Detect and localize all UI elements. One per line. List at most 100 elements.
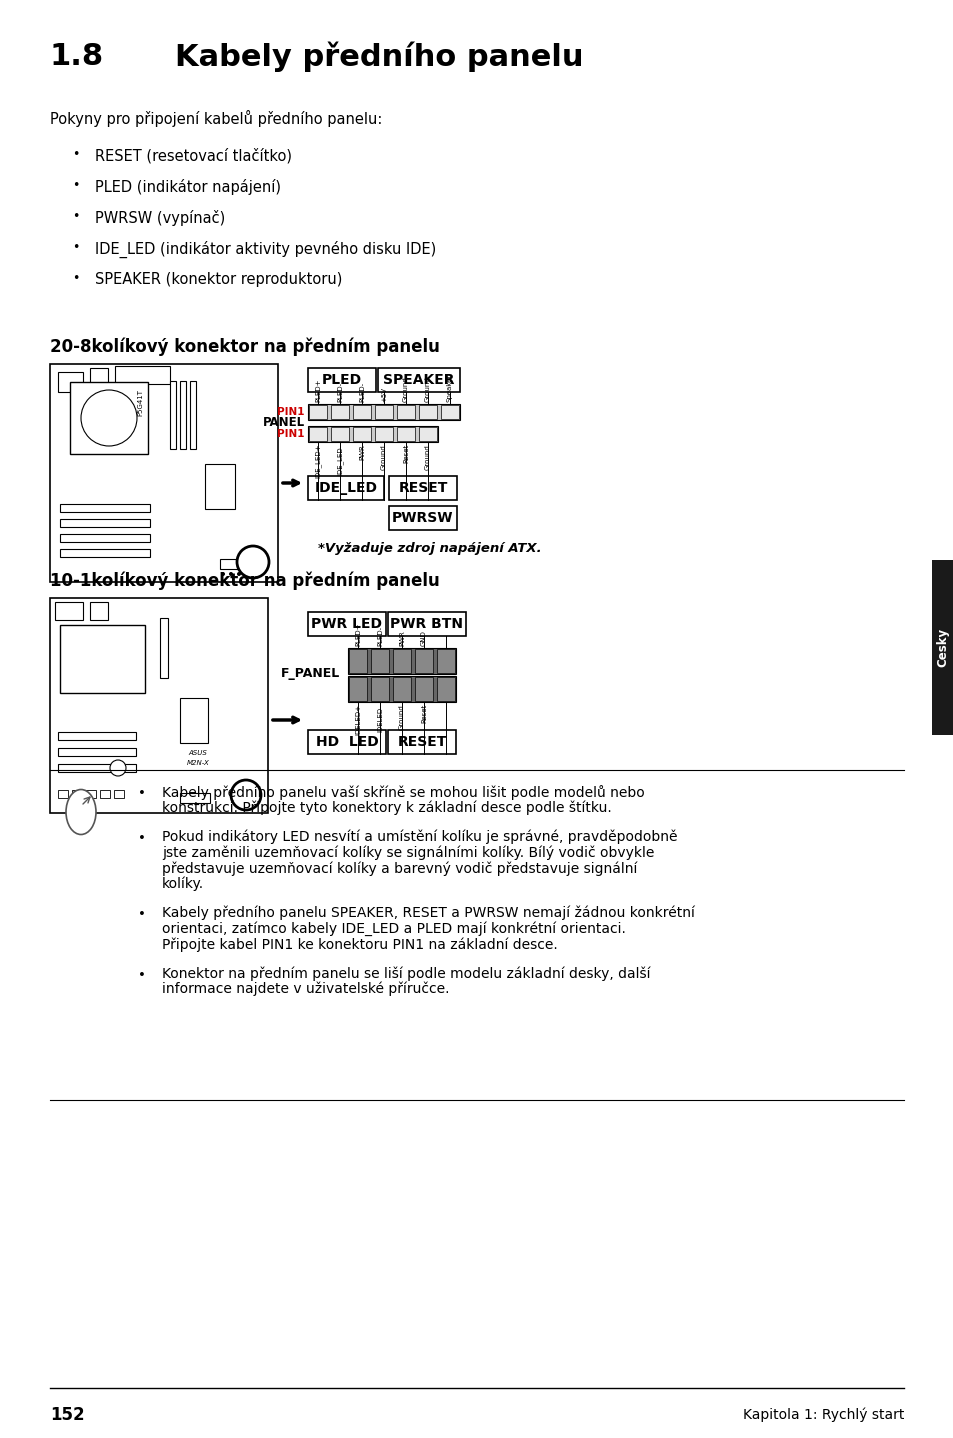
Text: PIN1: PIN1 bbox=[277, 429, 305, 439]
Text: Pokud indikátory LED nesvítí a umístění kolíku je správné, pravděpodobně: Pokud indikátory LED nesvítí a umístění … bbox=[162, 830, 677, 844]
Bar bbox=[393, 677, 411, 700]
Text: kolíky.: kolíky. bbox=[162, 877, 204, 892]
Bar bbox=[160, 618, 168, 677]
Bar bbox=[377, 368, 459, 393]
Text: IDE_LED: IDE_LED bbox=[314, 480, 377, 495]
Bar bbox=[388, 613, 465, 636]
Text: orientaci, zatímco kabely IDE_LED a PLED mají konkrétní orientaci.: orientaci, zatímco kabely IDE_LED a PLED… bbox=[162, 922, 625, 936]
Bar bbox=[931, 559, 953, 735]
Bar bbox=[349, 677, 367, 700]
Bar bbox=[90, 368, 108, 385]
Bar bbox=[331, 427, 349, 441]
Text: SPEAKER (konektor reproduktoru): SPEAKER (konektor reproduktoru) bbox=[95, 272, 342, 288]
Text: Pokyny pro připojení kabelů předního panelu:: Pokyny pro připojení kabelů předního pan… bbox=[50, 109, 382, 127]
Circle shape bbox=[110, 761, 126, 777]
Text: RESET (resetovací tlačítko): RESET (resetovací tlačítko) bbox=[95, 148, 292, 164]
Bar bbox=[353, 406, 371, 418]
Text: •: • bbox=[71, 148, 79, 161]
Bar bbox=[389, 476, 456, 500]
Bar bbox=[58, 748, 136, 756]
Bar bbox=[308, 404, 459, 420]
Bar bbox=[180, 792, 210, 802]
Bar bbox=[60, 519, 150, 526]
Text: IDELED+: IDELED+ bbox=[355, 705, 360, 735]
Bar bbox=[375, 406, 393, 418]
Text: IDELED-: IDELED- bbox=[376, 705, 382, 732]
Bar bbox=[436, 649, 455, 673]
Text: PWRSW: PWRSW bbox=[392, 510, 454, 525]
Text: Připojte kabel PIN1 ke konektoru PIN1 na základní desce.: Připojte kabel PIN1 ke konektoru PIN1 na… bbox=[162, 938, 558, 952]
Bar bbox=[170, 381, 175, 449]
Text: Kabely předního panelu vaší skříně se mohou lišit podle modelů nebo: Kabely předního panelu vaší skříně se mo… bbox=[162, 785, 644, 800]
Text: informace najdete v uživatelské příručce.: informace najdete v uživatelské příručce… bbox=[162, 982, 449, 997]
Text: RESET: RESET bbox=[398, 480, 447, 495]
Bar bbox=[308, 731, 386, 754]
Bar bbox=[436, 677, 455, 700]
Bar bbox=[71, 789, 82, 798]
Text: Reset: Reset bbox=[402, 444, 409, 463]
Bar bbox=[415, 677, 433, 700]
Bar bbox=[396, 427, 415, 441]
Bar bbox=[70, 383, 148, 454]
Bar bbox=[418, 427, 436, 441]
Text: •: • bbox=[138, 969, 146, 982]
Bar bbox=[58, 732, 136, 741]
Text: PWR BTN: PWR BTN bbox=[390, 617, 463, 631]
Text: PANEL: PANEL bbox=[263, 417, 305, 430]
Bar bbox=[308, 426, 437, 441]
Bar bbox=[60, 549, 150, 557]
Circle shape bbox=[229, 572, 233, 577]
Bar bbox=[348, 676, 456, 702]
Text: IDE_LED+: IDE_LED+ bbox=[314, 444, 321, 479]
Text: +5V: +5V bbox=[380, 387, 387, 403]
Bar bbox=[396, 406, 415, 418]
Circle shape bbox=[221, 572, 225, 577]
Text: PWRSW (vypínač): PWRSW (vypínač) bbox=[95, 210, 225, 226]
Text: •: • bbox=[138, 833, 146, 846]
Bar bbox=[58, 764, 136, 772]
Text: Reset: Reset bbox=[420, 705, 427, 723]
Bar bbox=[389, 506, 456, 531]
Text: •: • bbox=[138, 907, 146, 920]
Text: RESET: RESET bbox=[396, 735, 446, 749]
Circle shape bbox=[236, 572, 241, 577]
Text: PIN1: PIN1 bbox=[277, 407, 305, 417]
Bar bbox=[55, 603, 83, 620]
Bar bbox=[100, 789, 110, 798]
Bar bbox=[180, 697, 208, 743]
Text: PWR: PWR bbox=[358, 444, 365, 460]
Text: IDE_LED-: IDE_LED- bbox=[336, 444, 343, 475]
Bar bbox=[205, 464, 234, 509]
Text: F_PANEL: F_PANEL bbox=[280, 667, 339, 680]
Text: P5G41T: P5G41T bbox=[137, 388, 143, 416]
Text: 20-8kolíkový konektor na předním panelu: 20-8kolíkový konektor na předním panelu bbox=[50, 338, 439, 357]
Bar bbox=[309, 406, 327, 418]
Text: •: • bbox=[138, 787, 146, 800]
Text: M2N-X: M2N-X bbox=[187, 761, 209, 766]
Bar bbox=[388, 731, 456, 754]
Bar bbox=[190, 381, 195, 449]
Text: Speaker: Speaker bbox=[447, 374, 453, 403]
Text: 152: 152 bbox=[50, 1406, 85, 1424]
Text: PLED-: PLED- bbox=[376, 626, 382, 646]
Text: Ground: Ground bbox=[402, 377, 409, 403]
Bar bbox=[60, 533, 150, 542]
Text: IDE_LED (indikátor aktivity pevného disku IDE): IDE_LED (indikátor aktivity pevného disk… bbox=[95, 242, 436, 259]
Text: konstrukcí. Připojte tyto konektory k základní desce podle štítku.: konstrukcí. Připojte tyto konektory k zá… bbox=[162, 801, 611, 815]
Bar bbox=[115, 367, 170, 384]
Circle shape bbox=[245, 572, 249, 577]
Text: 10-1kolíkový konektor na předním panelu: 10-1kolíkový konektor na předním panelu bbox=[50, 572, 439, 591]
Bar bbox=[113, 789, 124, 798]
Circle shape bbox=[231, 779, 261, 810]
Ellipse shape bbox=[66, 789, 96, 834]
Text: představuje uzemňovací kolíky a barevný vodič představuje signální: představuje uzemňovací kolíky a barevný … bbox=[162, 861, 637, 876]
Text: ASUS: ASUS bbox=[189, 751, 207, 756]
Bar bbox=[309, 427, 327, 441]
Bar bbox=[348, 649, 456, 674]
Bar bbox=[90, 603, 108, 620]
Text: Konektor na předním panelu se liší podle modelu základní desky, další: Konektor na předním panelu se liší podle… bbox=[162, 966, 650, 981]
Text: PWR LED: PWR LED bbox=[312, 617, 382, 631]
Text: PLED (indikátor napájení): PLED (indikátor napájení) bbox=[95, 178, 281, 196]
Bar bbox=[371, 649, 389, 673]
Text: PLED-: PLED- bbox=[358, 383, 365, 403]
